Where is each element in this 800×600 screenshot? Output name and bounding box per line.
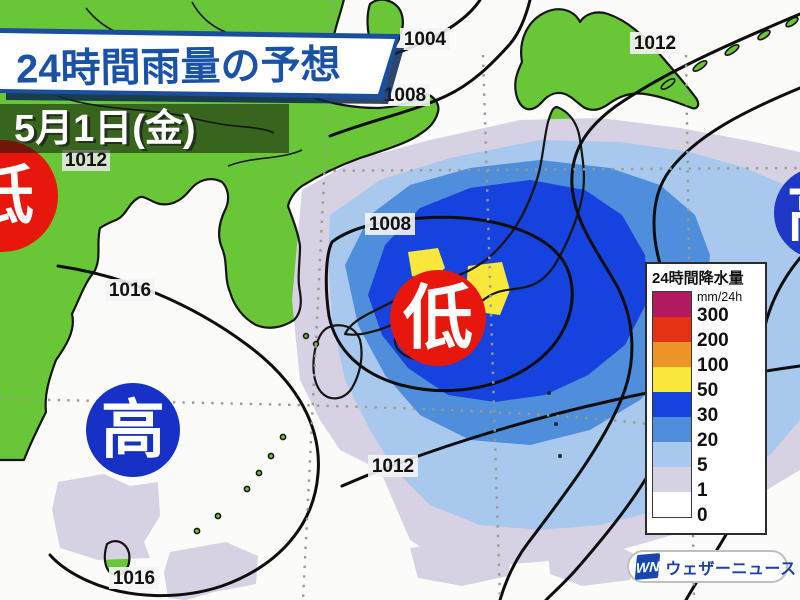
legend-swatch <box>653 467 691 492</box>
isobar-line <box>328 0 532 138</box>
grid-line <box>0 397 649 426</box>
high-pressure-symbol: 高 <box>774 171 800 255</box>
legend-tick: 20 <box>697 430 719 451</box>
svg-text:1012: 1012 <box>634 33 676 54</box>
isobar-line <box>498 12 800 600</box>
precipitation-legend: 24時間降水量 mm/24h 300 200 100 50 30 20 5 1 … <box>645 262 767 535</box>
grid-line <box>301 0 335 600</box>
svg-text:低: 低 <box>403 279 473 357</box>
legend-swatch <box>653 317 691 342</box>
svg-text:高: 高 <box>101 394 165 466</box>
legend-tick: 50 <box>697 380 719 401</box>
legend-swatch <box>653 292 691 317</box>
legend-swatch <box>653 392 691 417</box>
date-label: 5月1日(金) <box>14 107 196 150</box>
legend-tick: 5 <box>697 455 708 476</box>
legend-colorbar <box>652 291 692 518</box>
banner-face <box>0 33 395 94</box>
legend-swatch <box>653 367 691 392</box>
isobar-line <box>48 264 320 598</box>
isobar-label: 1016 <box>105 279 155 301</box>
svg-text:1008: 1008 <box>384 85 426 106</box>
isobar-label: 1008 <box>380 84 430 106</box>
isobar-label: 1012 <box>630 32 680 54</box>
svg-text:1012: 1012 <box>65 150 107 171</box>
legend-swatch <box>653 492 691 517</box>
legend-tick: 300 <box>697 305 729 326</box>
svg-text:1004: 1004 <box>404 29 447 50</box>
legend-swatch <box>653 417 691 442</box>
legend-tick: 30 <box>697 405 719 426</box>
small-islands <box>193 16 799 535</box>
svg-text:低: 低 <box>0 160 34 232</box>
legend-tick: 1 <box>697 480 708 501</box>
high-pressure-symbol: 高 <box>86 383 180 477</box>
rain-band-1-5mm <box>52 474 160 560</box>
svg-text:1008: 1008 <box>369 214 411 235</box>
isobar-line <box>324 215 574 393</box>
weathernews-logo: WN ウェザーニュース <box>627 550 796 583</box>
low-pressure-symbol: 低 <box>390 270 486 366</box>
svg-text:1012: 1012 <box>372 456 414 477</box>
svg-text:5月1日(金): 5月1日(金) <box>17 109 199 152</box>
wn-badge: WN <box>635 557 660 576</box>
legend-title: 24時間降水量 <box>652 270 744 287</box>
logo-name: ウェザーニュース <box>665 560 797 578</box>
svg-text:1016: 1016 <box>113 568 155 589</box>
isobar-label: 1012 <box>368 455 418 477</box>
banner-title: 24時間雨量の予想 <box>16 43 341 92</box>
legend-unit: mm/24h <box>697 290 743 304</box>
isobar-label: 1016 <box>109 567 159 589</box>
legend-swatch <box>653 342 691 367</box>
legend-swatch <box>653 442 691 467</box>
title-banner: 24時間雨量の予想 5月1日(金) 5月1日(金) <box>0 28 404 153</box>
svg-text:1016: 1016 <box>109 280 151 301</box>
wn-flag-icon: WN <box>634 553 661 580</box>
legend-tick: 100 <box>697 355 729 376</box>
low-pressure-symbol: 低 <box>0 140 58 252</box>
isobar-labels: 1004 1012 1008 1012 1008 1016 1012 1016 <box>62 28 680 589</box>
rain-band-1-5mm <box>164 542 258 600</box>
svg-text:高: 高 <box>787 180 800 249</box>
legend-tick: 0 <box>697 505 708 526</box>
isobar-label: 1012 <box>62 150 110 171</box>
isobar-label: 1004 <box>400 28 450 50</box>
isobar-label: 1008 <box>365 213 415 235</box>
pressure-symbols: 低 低 高 高 <box>0 140 800 477</box>
izu-islands <box>547 391 562 458</box>
legend-tick: 200 <box>697 330 729 351</box>
rain-band-1-5mm <box>410 540 512 586</box>
date-band <box>0 104 289 153</box>
